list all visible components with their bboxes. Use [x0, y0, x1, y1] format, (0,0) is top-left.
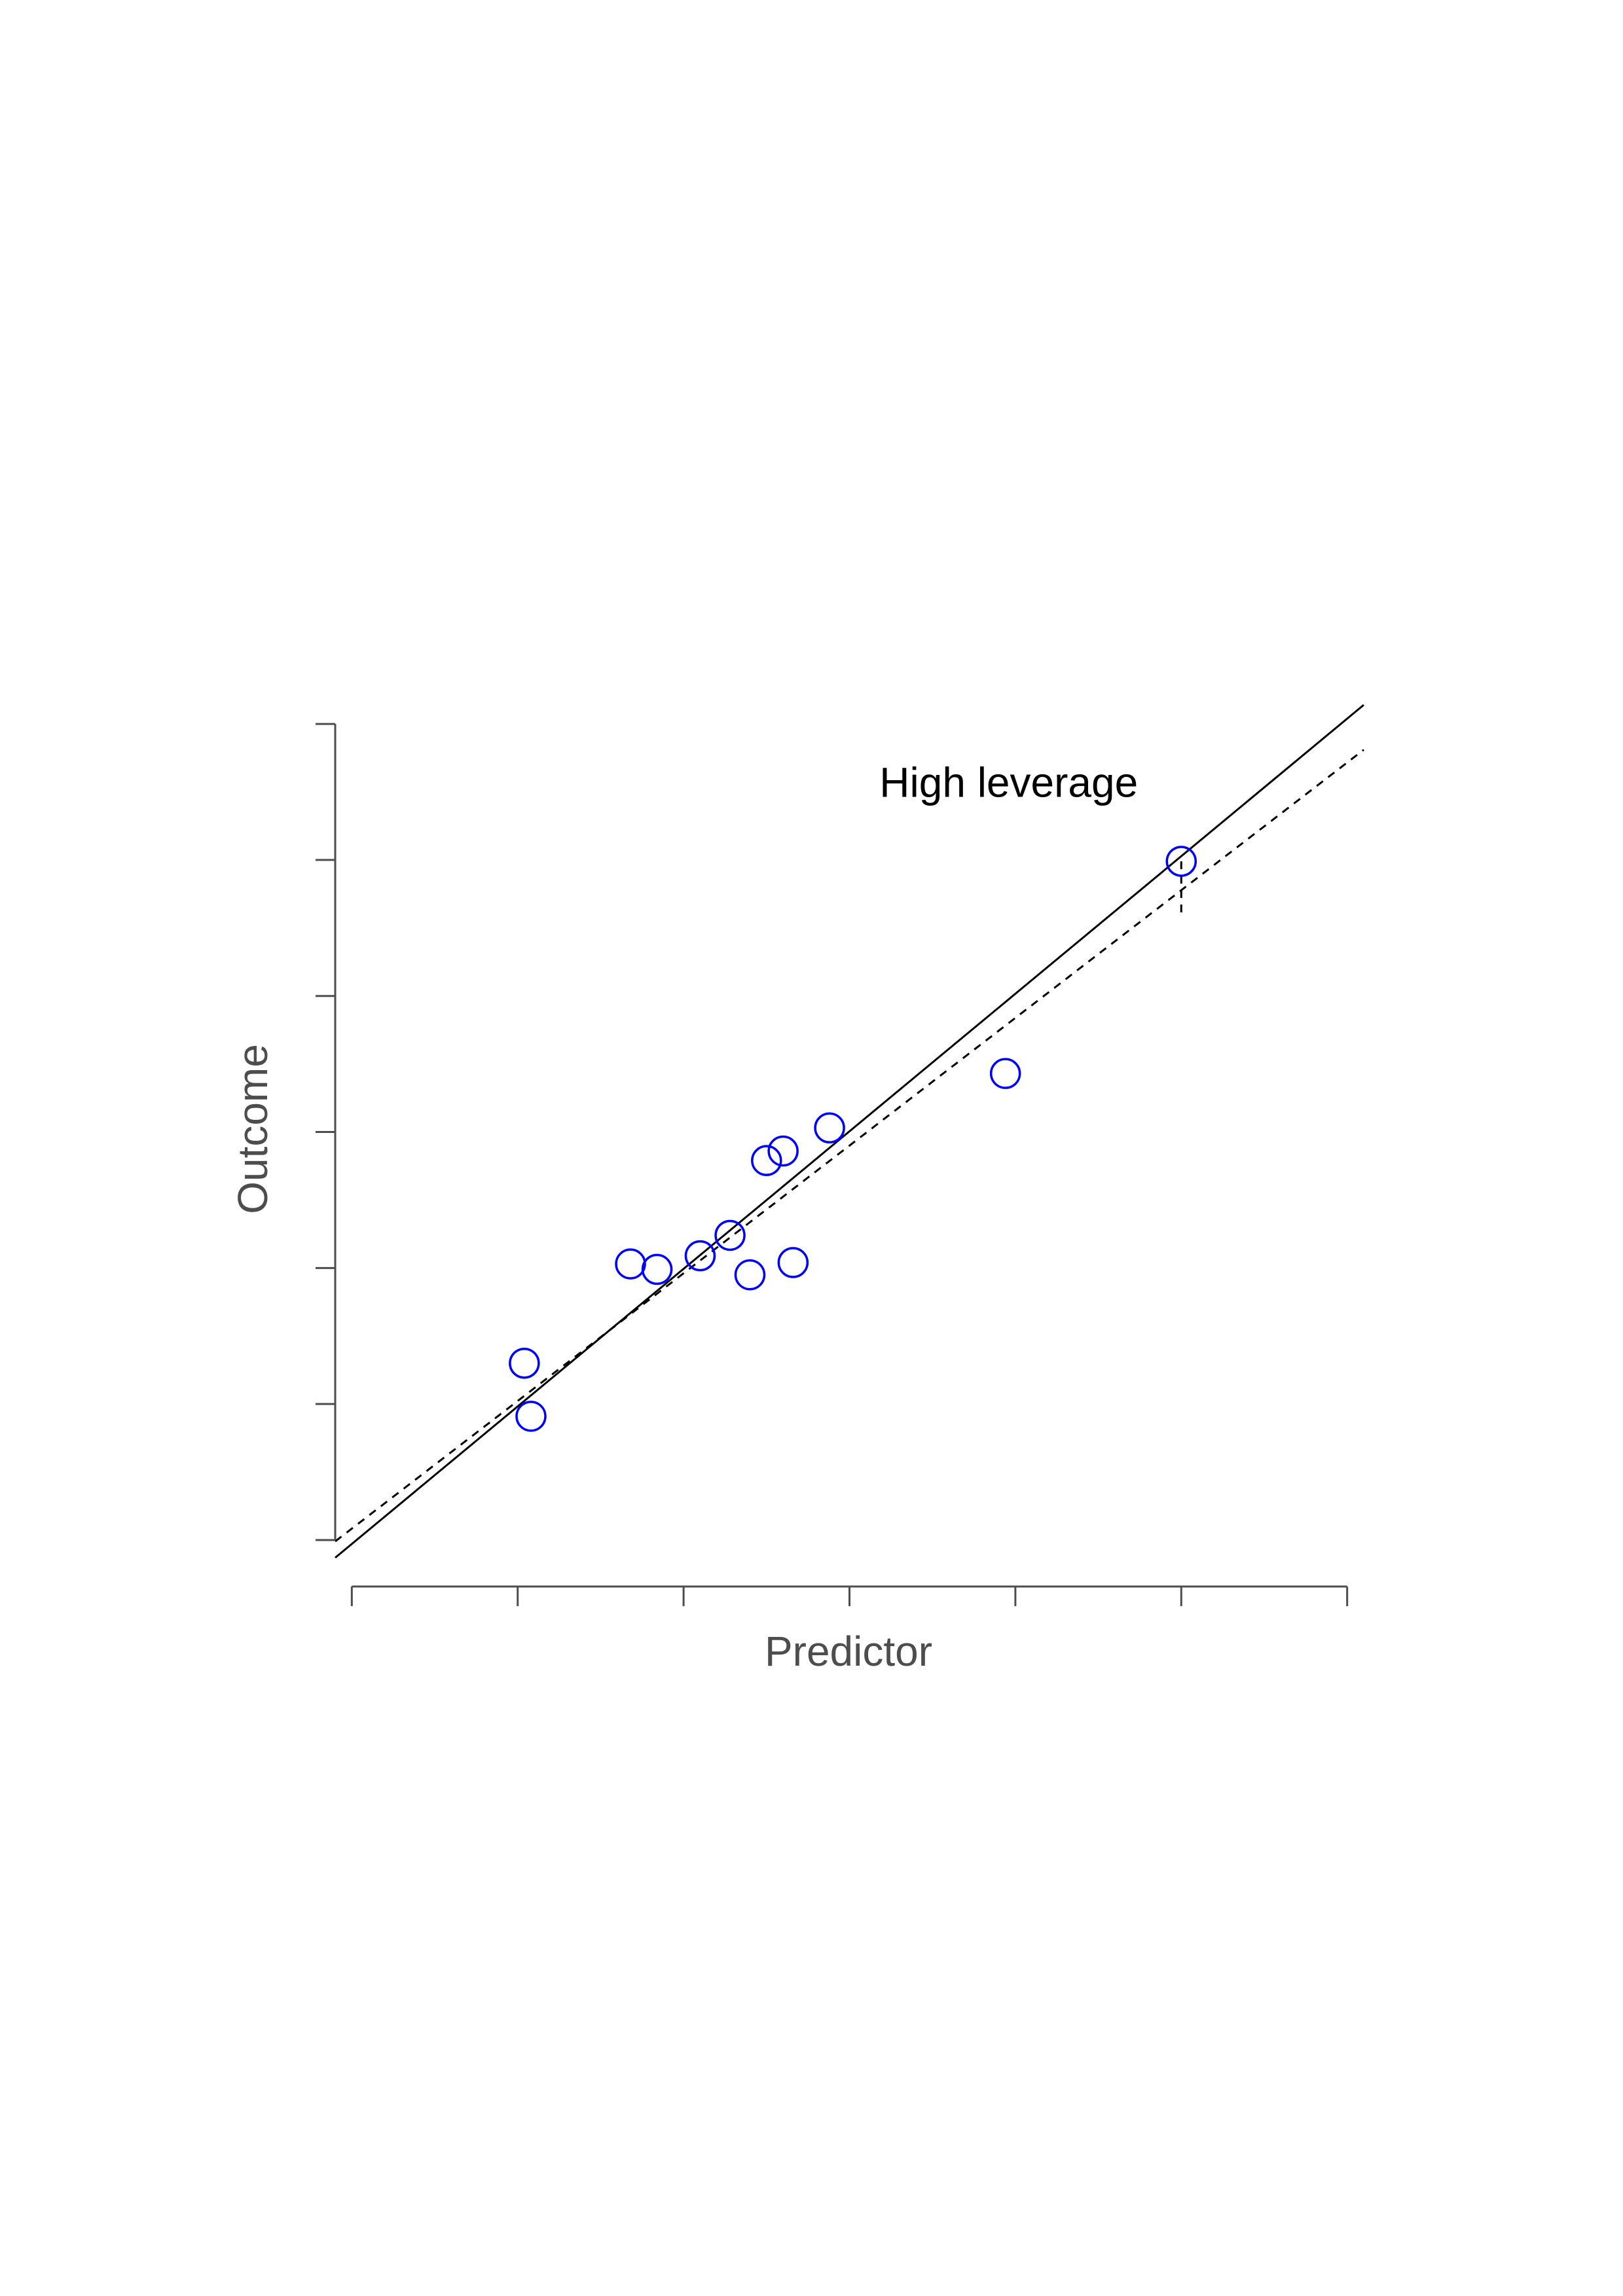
data-point	[714, 1219, 746, 1251]
data-point	[767, 1135, 799, 1167]
data-point	[814, 1112, 845, 1144]
annotation-high-leverage: High leverage	[879, 759, 1138, 806]
y-axis-title: Outcome	[229, 1044, 276, 1214]
data-point	[989, 1058, 1021, 1089]
data-point	[1165, 846, 1197, 877]
fit-line-dashed	[335, 749, 1364, 1543]
fit-line-solid	[335, 704, 1364, 1559]
data-point	[684, 1240, 716, 1272]
data-point	[515, 1401, 547, 1432]
data-point	[777, 1247, 809, 1278]
data-point	[509, 1348, 540, 1379]
data-point	[751, 1145, 782, 1176]
data-point	[615, 1248, 646, 1280]
x-axis-title: Predictor	[765, 1628, 932, 1675]
axes	[316, 723, 1349, 1606]
data-point	[641, 1253, 673, 1285]
data-point	[734, 1259, 766, 1291]
plot-area	[335, 704, 1364, 1559]
